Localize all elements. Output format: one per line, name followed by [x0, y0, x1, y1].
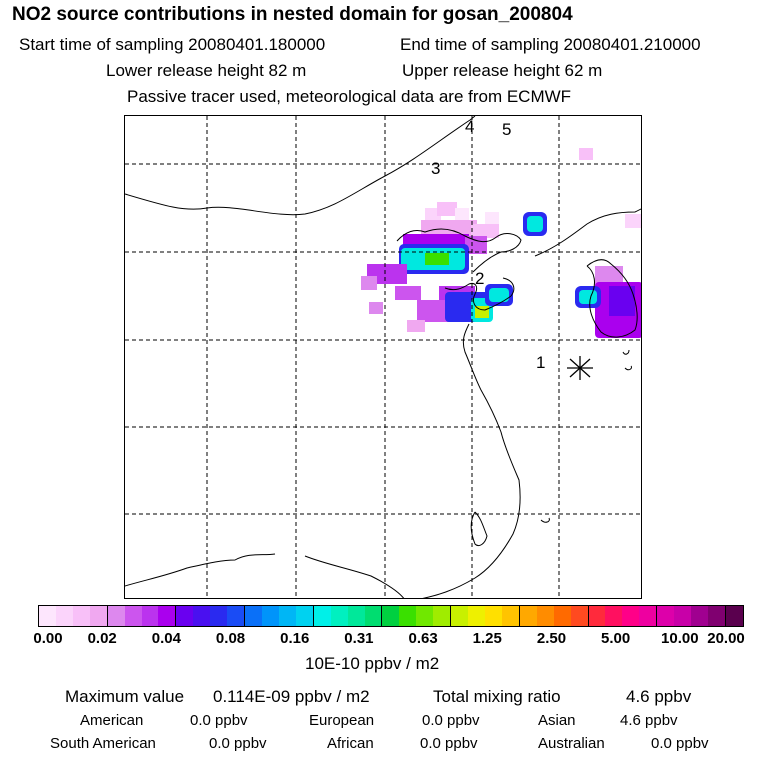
- colorbar-segment: [725, 606, 743, 626]
- region-value: 0.0 ppbv: [651, 735, 709, 752]
- region-value: 4.6 ppbv: [620, 712, 678, 729]
- colorbar-tick-label: 0.00: [33, 630, 63, 647]
- colorbar-segment: [553, 606, 571, 626]
- max-value: 0.114E-09 ppbv / m2: [213, 687, 370, 706]
- map-label: 2: [475, 269, 484, 288]
- region-value: 0.0 ppbv: [422, 712, 480, 729]
- region-name: South American: [50, 735, 156, 752]
- coastlines: [125, 116, 641, 598]
- colorbar-segment: [588, 606, 606, 626]
- region-name: European: [309, 712, 375, 729]
- lower-release-text: Lower release height 82 m: [106, 61, 307, 80]
- colorbar-tick-label: 2.50: [536, 630, 567, 647]
- colorbar-tick-label: 0.31: [344, 630, 374, 647]
- colorbar-segment: [364, 606, 383, 626]
- colorbar-tick-label: 10.00: [661, 630, 699, 647]
- concentration-field: [361, 148, 641, 338]
- colorbar-segment: [691, 606, 708, 626]
- region-name: Australian: [538, 735, 605, 752]
- colorbar-segment: [707, 606, 726, 626]
- colorbar-segment: [468, 606, 485, 626]
- colorbar-segment: [124, 606, 142, 626]
- colorbar-segment: [451, 606, 469, 626]
- colorbar-segment: [674, 606, 692, 626]
- colorbar-segment: [484, 606, 502, 626]
- colorbar-segment: [176, 606, 194, 626]
- colorbar-segment: [55, 606, 73, 626]
- max-value-label: Maximum value: [65, 687, 185, 706]
- map-title: NO2 source contributions in nested domai…: [12, 4, 573, 25]
- map-label: 4: [465, 117, 474, 136]
- region-name: Asian: [538, 712, 576, 729]
- colorbar-tick-label: 20.00: [707, 630, 745, 647]
- total-mixing-value: 4.6 ppbv: [626, 687, 692, 706]
- colorbar-segment: [245, 606, 262, 626]
- colorbar-tick-label: 0.02: [87, 630, 117, 647]
- colorbar-segment: [193, 606, 211, 626]
- colorbar-segment: [278, 606, 296, 626]
- colorbar-units: 10E-10 ppbv / m2: [305, 654, 440, 673]
- map-label: 1: [536, 353, 545, 372]
- region-name: African: [327, 735, 374, 752]
- colorbar-segment: [416, 606, 434, 626]
- map-canvas: 1 2 3 4 5: [125, 116, 641, 598]
- upper-release-text: Upper release height 62 m: [402, 61, 603, 80]
- colorbar-segment: [210, 606, 228, 626]
- colorbar-tick-label: 0.63: [408, 630, 438, 647]
- map-panel: 1 2 3 4 5: [124, 115, 642, 599]
- colorbar-segment: [158, 606, 177, 626]
- colorbar: [38, 605, 744, 627]
- colorbar-segment: [261, 606, 279, 626]
- map-labels: 1 2 3 4 5: [431, 117, 545, 372]
- region-value: 0.0 ppbv: [209, 735, 267, 752]
- colorbar-segment: [639, 606, 658, 626]
- colorbar-tick-label: 0.08: [215, 630, 246, 647]
- total-mixing-label: Total mixing ratio: [433, 687, 561, 706]
- asterisk-icon: [567, 356, 593, 380]
- map-label: 5: [502, 120, 511, 139]
- colorbar-tick-label: 1.25: [472, 630, 502, 647]
- colorbar-segment: [536, 606, 554, 626]
- colorbar-tick-label: 0.16: [280, 630, 310, 647]
- colorbar-segment: [399, 606, 417, 626]
- colorbar-segment: [141, 606, 159, 626]
- colorbar-segment: [501, 606, 520, 626]
- colorbar-segment: [605, 606, 623, 626]
- colorbar-segment: [657, 606, 675, 626]
- colorbar-segment: [570, 606, 589, 626]
- map-label: 3: [431, 159, 440, 178]
- colorbar-tick-label: 5.00: [601, 630, 631, 647]
- end-sampling-text: End time of sampling 20080401.210000: [400, 35, 701, 54]
- colorbar-segment: [107, 606, 125, 626]
- colorbar-segment: [433, 606, 452, 626]
- colorbar-segment: [519, 606, 537, 626]
- colorbar-segment: [347, 606, 365, 626]
- colorbar-segment: [39, 606, 56, 626]
- colorbar-segment: [295, 606, 314, 626]
- colorbar-segment: [89, 606, 108, 626]
- region-value: 0.0 ppbv: [190, 712, 248, 729]
- colorbar-tick-label: 0.04: [151, 630, 181, 647]
- colorbar-segment: [330, 606, 348, 626]
- region-name: American: [80, 712, 144, 729]
- colorbar-segment: [382, 606, 400, 626]
- colorbar-segment: [313, 606, 331, 626]
- colorbar-segment: [227, 606, 246, 626]
- region-value: 0.0 ppbv: [420, 735, 478, 752]
- start-sampling-text: Start time of sampling 20080401.180000: [19, 35, 326, 54]
- tracer-note: Passive tracer used, meteorological data…: [127, 87, 572, 106]
- colorbar-segment: [72, 606, 90, 626]
- gridlines: [125, 116, 641, 598]
- colorbar-segment: [622, 606, 640, 626]
